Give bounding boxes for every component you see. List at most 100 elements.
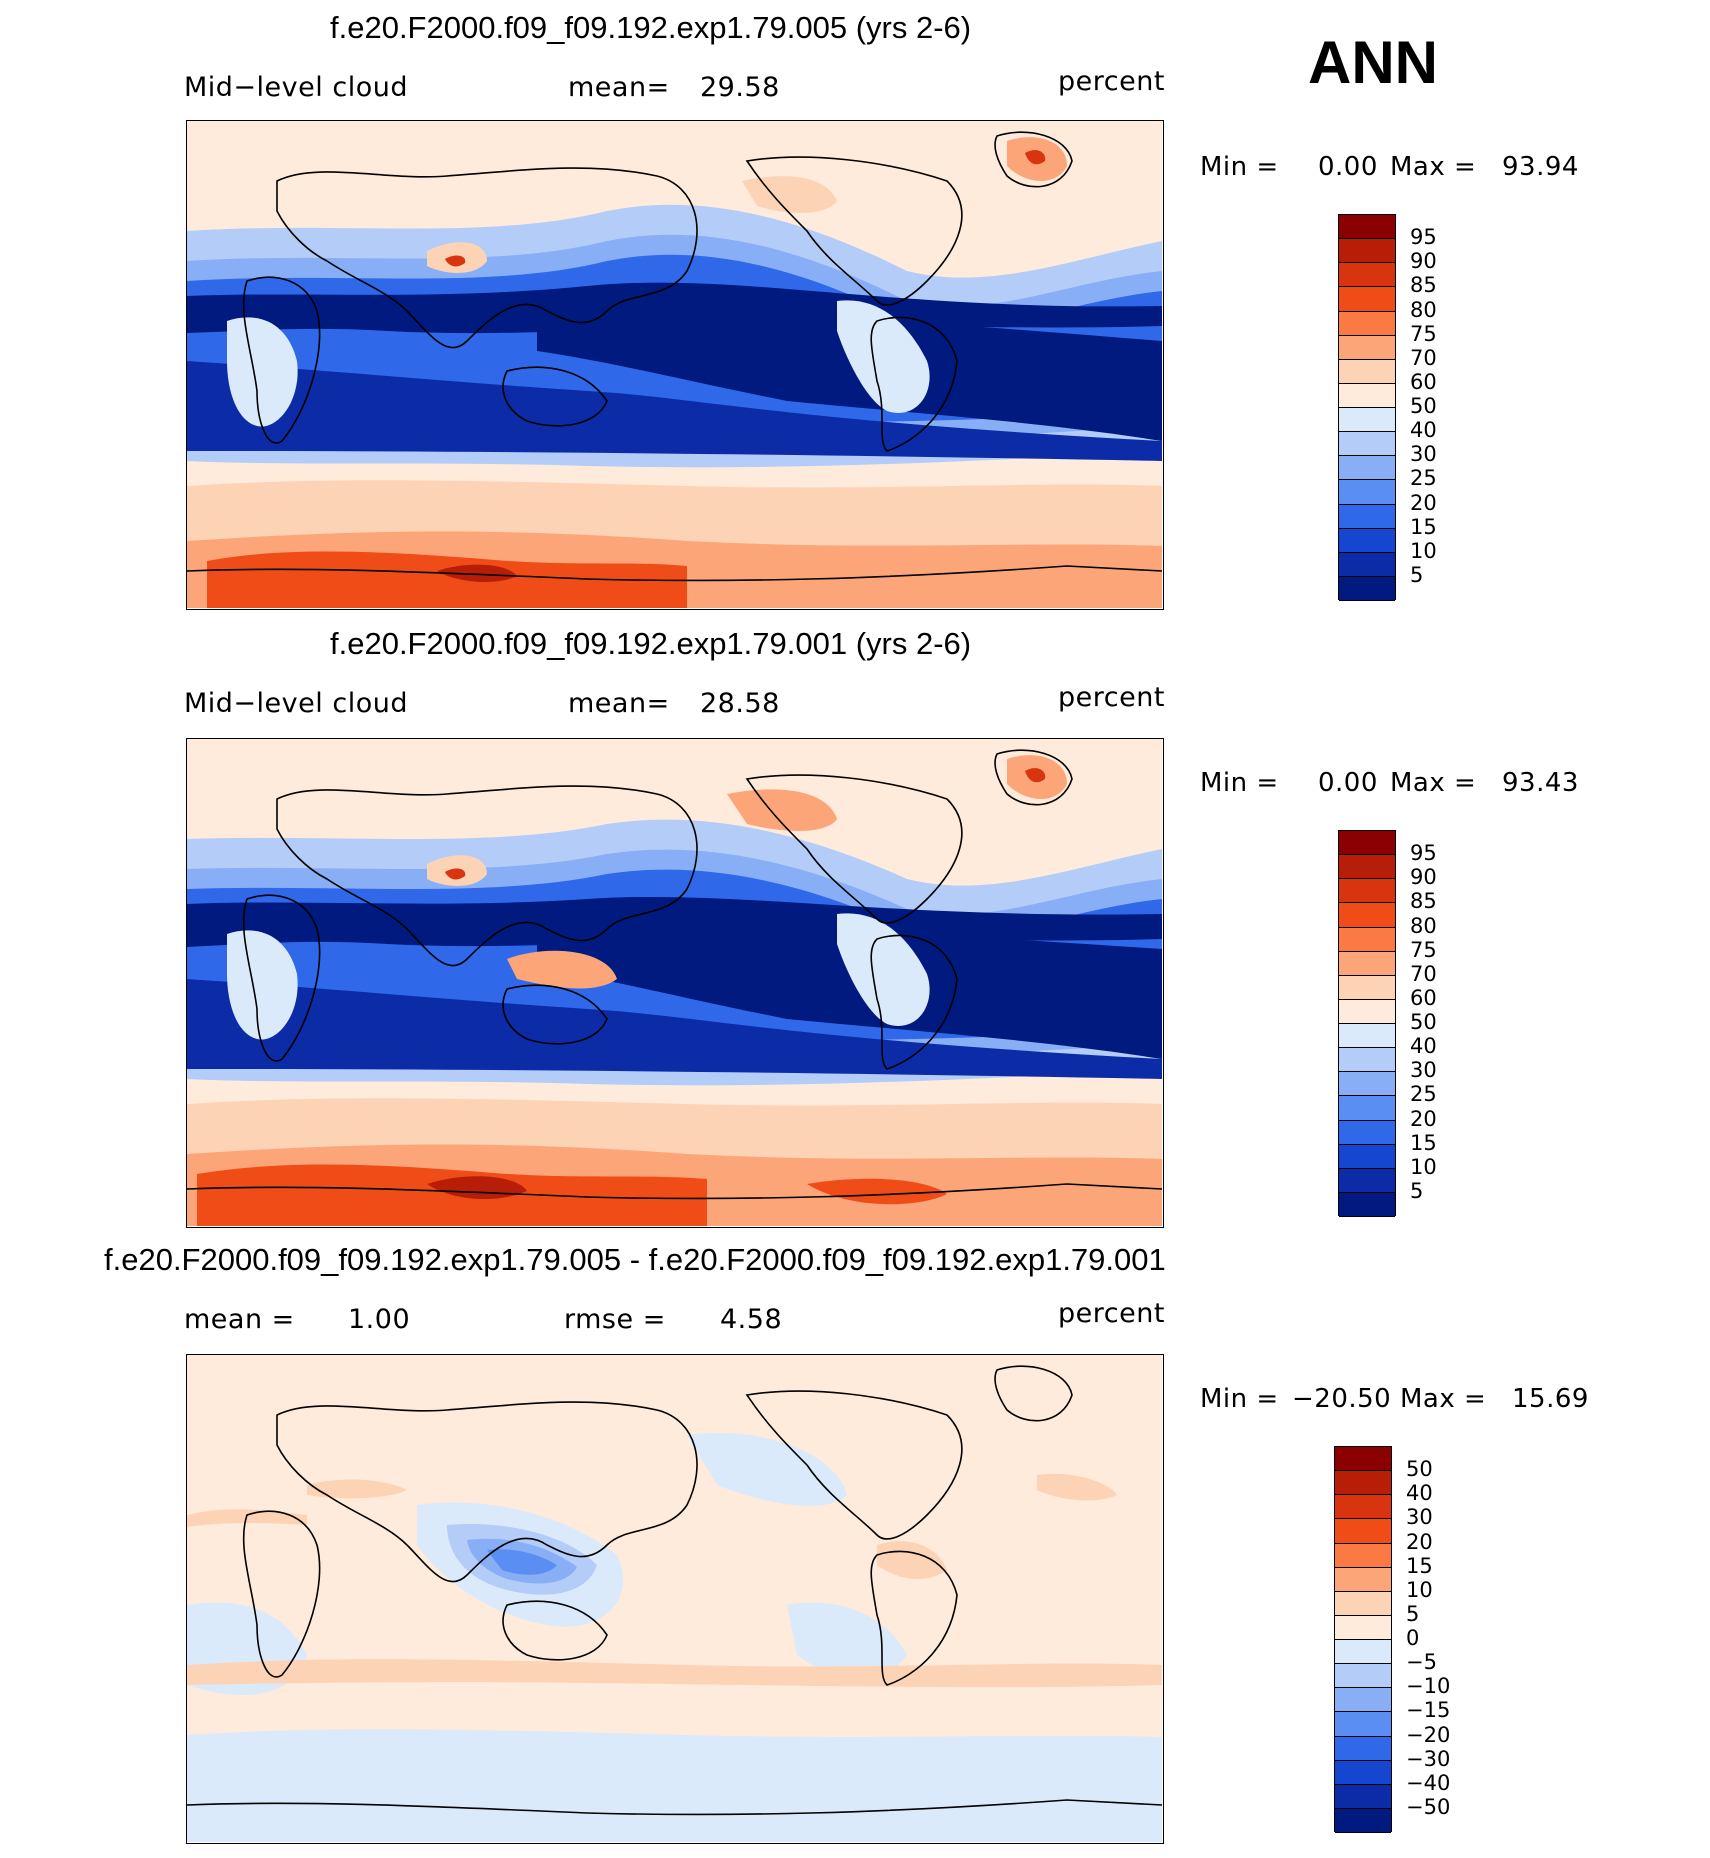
- colorbar-tick-label: 40: [1410, 418, 1437, 443]
- colorbar-segment: [1339, 359, 1395, 384]
- colorbar-segment: [1339, 1168, 1395, 1193]
- panel1-max-label: Max =: [1390, 152, 1477, 182]
- colorbar-segment: [1335, 1447, 1391, 1472]
- colorbar-tick-label: −40: [1406, 1770, 1451, 1795]
- panel2-max-value: 93.43: [1502, 768, 1579, 798]
- colorbar-segment: [1335, 1688, 1391, 1713]
- colorbar-segment: [1339, 927, 1395, 952]
- colorbar-tick-label: 25: [1410, 466, 1437, 491]
- colorbar-tick-label: −10: [1406, 1674, 1451, 1699]
- colorbar-segment: [1339, 879, 1395, 904]
- colorbar-tick-label: 85: [1410, 889, 1437, 914]
- colorbar-tick-label: 85: [1410, 273, 1437, 298]
- colorbar-segment: [1335, 1808, 1391, 1833]
- colorbar-segment: [1339, 480, 1395, 505]
- colorbar-tick-label: 10: [1406, 1577, 1433, 1602]
- panel2-contour-field: [187, 739, 1162, 1226]
- colorbar-tick-label: 40: [1410, 1034, 1437, 1059]
- panel2-mean-value: 28.58: [700, 688, 780, 719]
- colorbar-tick-label: 90: [1410, 865, 1437, 890]
- panel2-min-label: Min =: [1200, 768, 1279, 798]
- panel1-units: percent: [1058, 66, 1165, 97]
- panel2-units: percent: [1058, 682, 1165, 713]
- panel1-colorbar: [1338, 214, 1396, 601]
- colorbar-tick-label: 20: [1410, 490, 1437, 515]
- colorbar-tick-label: 60: [1410, 369, 1437, 394]
- panel3-mean-label: mean =: [184, 1304, 295, 1335]
- colorbar-tick-label: −5: [1406, 1650, 1437, 1675]
- colorbar-segment: [1339, 383, 1395, 408]
- colorbar-segment: [1335, 1471, 1391, 1496]
- colorbar-tick-label: −15: [1406, 1698, 1451, 1723]
- panel3-contour-field: [187, 1355, 1162, 1842]
- colorbar-segment: [1339, 1096, 1395, 1121]
- panel2-max-label: Max =: [1390, 768, 1477, 798]
- colorbar-tick-label: 5: [1410, 1178, 1424, 1203]
- colorbar-tick-label: 40: [1406, 1481, 1433, 1506]
- colorbar-tick-label: 15: [1410, 514, 1437, 539]
- panel1-variable-label: Mid−level cloud: [184, 72, 408, 103]
- colorbar-tick-label: 80: [1410, 297, 1437, 322]
- colorbar-segment: [1339, 528, 1395, 553]
- colorbar-tick-label: −20: [1406, 1722, 1451, 1747]
- colorbar-tick-label: 50: [1410, 1010, 1437, 1034]
- colorbar-segment: [1335, 1712, 1391, 1737]
- colorbar-tick-label: −30: [1406, 1746, 1451, 1771]
- panel3-colorbar: [1334, 1446, 1392, 1833]
- colorbar-segment: [1335, 1591, 1391, 1616]
- colorbar-tick-label: 90: [1410, 249, 1437, 274]
- panel3-mean-value: 1.00: [348, 1304, 411, 1335]
- colorbar-segment: [1339, 408, 1395, 433]
- colorbar-tick-label: 20: [1406, 1529, 1433, 1554]
- colorbar-segment: [1339, 1120, 1395, 1145]
- colorbar-tick-label: 15: [1410, 1130, 1437, 1155]
- panel1-max-value: 93.94: [1502, 152, 1579, 182]
- colorbar-tick-label: 10: [1410, 538, 1437, 563]
- panel2-variable-label: Mid−level cloud: [184, 688, 408, 719]
- colorbar-tick-label: 0: [1406, 1626, 1420, 1650]
- colorbar-tick-label: 20: [1410, 1106, 1437, 1131]
- colorbar-segment: [1339, 999, 1395, 1024]
- colorbar-tick-label: 75: [1410, 937, 1437, 962]
- colorbar-segment: [1339, 831, 1395, 856]
- colorbar-segment: [1335, 1640, 1391, 1665]
- colorbar-tick-label: 50: [1410, 394, 1437, 418]
- colorbar-tick-label: 5: [1410, 562, 1424, 587]
- panel2-map: [186, 738, 1164, 1228]
- panel2-min-value: 0.00: [1318, 768, 1378, 798]
- colorbar-tick-label: 30: [1410, 1058, 1437, 1083]
- colorbar-segment: [1335, 1495, 1391, 1520]
- colorbar-tick-label: 95: [1410, 225, 1437, 250]
- colorbar-segment: [1335, 1664, 1391, 1689]
- panel3-rmse-label: rmse =: [564, 1304, 666, 1335]
- panel1-title: f.e20.F2000.f09_f09.192.exp1.79.005 (yrs…: [330, 10, 972, 45]
- panel3-max-label: Max =: [1400, 1384, 1487, 1414]
- colorbar-segment: [1339, 335, 1395, 360]
- colorbar-tick-label: −50: [1406, 1794, 1451, 1819]
- colorbar-tick-label: 50: [1406, 1457, 1433, 1482]
- colorbar-tick-label: 30: [1406, 1505, 1433, 1530]
- panel3-min-value: −20.50: [1292, 1384, 1392, 1414]
- colorbar-segment: [1339, 576, 1395, 601]
- panel2-mean-label: mean=: [568, 688, 670, 719]
- colorbar-segment: [1335, 1760, 1391, 1785]
- panel1-map: [186, 120, 1164, 610]
- panel2-title: f.e20.F2000.f09_f09.192.exp1.79.001 (yrs…: [330, 626, 972, 661]
- colorbar-tick-label: 15: [1406, 1553, 1433, 1578]
- season-label: ANN: [1308, 29, 1438, 96]
- colorbar-segment: [1335, 1543, 1391, 1568]
- panel3-title: f.e20.F2000.f09_f09.192.exp1.79.005 - f.…: [104, 1242, 1166, 1277]
- panel2-colorbar: [1338, 830, 1396, 1217]
- colorbar-segment: [1339, 456, 1395, 481]
- colorbar-segment: [1339, 903, 1395, 928]
- colorbar-segment: [1339, 311, 1395, 336]
- panel1-mean-value: 29.58: [700, 72, 780, 103]
- panel3-max-value: 15.69: [1512, 1384, 1589, 1414]
- colorbar-tick-label: 95: [1410, 841, 1437, 866]
- colorbar-segment: [1339, 1144, 1395, 1169]
- colorbar-segment: [1339, 239, 1395, 264]
- colorbar-tick-label: 25: [1410, 1082, 1437, 1107]
- colorbar-segment: [1339, 1048, 1395, 1073]
- colorbar-segment: [1335, 1784, 1391, 1809]
- colorbar-tick-label: 5: [1406, 1601, 1420, 1626]
